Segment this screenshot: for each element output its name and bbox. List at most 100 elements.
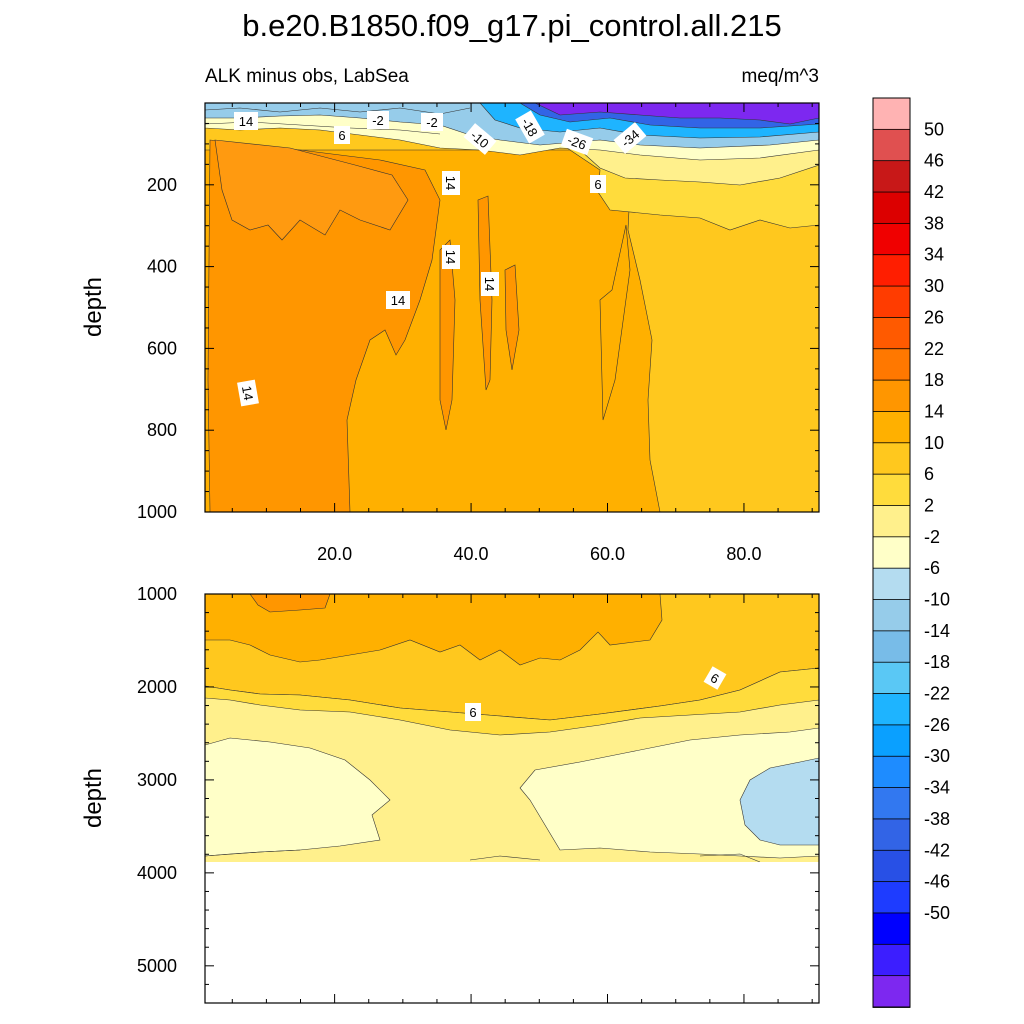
colorbar-label: -46 [924, 872, 950, 892]
colorbar-label: 42 [924, 182, 944, 202]
fill-minus6-to-minus2 [739, 757, 819, 846]
colorbar-label: -22 [924, 684, 950, 704]
contour-label: -2 [372, 113, 384, 128]
colorbar-swatch [872, 849, 911, 883]
upper-axis-ticks: 200 400 600 800 1000 20.0 40.0 60.0 80.0 [137, 103, 819, 564]
colorbar-label: 50 [924, 119, 944, 139]
colorbar-swatch [872, 599, 911, 632]
fill-10-to-14-tongue [599, 224, 631, 421]
colorbar-swatch [872, 379, 911, 413]
colorbar-label: -30 [924, 746, 950, 766]
colorbar-label: 6 [924, 464, 934, 484]
chart-title: b.e20.B1850.f09_g17.pi_control.all.215 [242, 8, 782, 43]
fill-surface-purple [534, 103, 819, 125]
contour-label: 6 [594, 177, 601, 192]
fill-10-to-14 [205, 594, 663, 666]
y-tick-label: 1000 [137, 584, 177, 604]
colorbar-swatch [872, 97, 911, 131]
colorbar-swatch [872, 630, 911, 664]
colorbar-frame [872, 97, 911, 1008]
fill-18-to-22 [214, 139, 409, 241]
colorbar-swatch [872, 254, 911, 287]
contour-label: -2 [426, 115, 438, 130]
y-tick-label: 1000 [137, 502, 177, 522]
chart-units: meq/m^3 [741, 66, 819, 87]
colorbar-swatch [872, 567, 911, 601]
colorbar-swatch [872, 693, 911, 726]
contour-label: -26 [565, 132, 588, 153]
colorbar-swatch [872, 787, 911, 820]
chart-subtitle: ALK minus obs, LabSea [205, 66, 409, 87]
colorbar-label: -50 [924, 903, 950, 923]
colorbar-label: -34 [924, 778, 950, 798]
fill-14-to-18 [249, 594, 331, 613]
contour-label: 14 [443, 250, 458, 264]
y-tick-label: 4000 [137, 863, 177, 883]
contour-label: 14 [239, 385, 256, 402]
y-tick-label: 200 [147, 175, 177, 195]
colorbar-swatch [872, 755, 911, 789]
contour-label: 14 [239, 114, 253, 129]
y-tick-label: 400 [147, 257, 177, 277]
colorbar-swatch [872, 975, 911, 1008]
y-tick-label: 600 [147, 338, 177, 358]
colorbar-label: -38 [924, 809, 950, 829]
missing-data-area [205, 862, 819, 1003]
colorbar-swatch [872, 661, 911, 695]
colorbar-swatch [872, 473, 911, 507]
colorbar-swatch [872, 191, 911, 225]
fill-14-to-18 [207, 139, 441, 512]
colorbar-label: 26 [924, 307, 944, 327]
colorbar-label: -14 [924, 621, 950, 641]
colorbar-label: 10 [924, 433, 944, 453]
colorbar-label: 34 [924, 245, 944, 265]
colorbar-swatch [872, 222, 911, 256]
colorbar-swatch [872, 881, 911, 914]
lower-y-axis-label: depth [80, 768, 107, 828]
y-tick-label: 2000 [137, 677, 177, 697]
contour-label: 6 [469, 705, 476, 720]
contour-label: 14 [443, 176, 458, 190]
x-tick-label: 40.0 [454, 544, 489, 564]
colorbar-swatch [872, 505, 911, 538]
colorbar-label: -2 [924, 527, 940, 547]
colorbar-swatch [872, 442, 911, 476]
colorbar: 50 46 42 38 34 30 26 22 18 14 10 6 2 -2 -6 -10 -14 -18 -22… [872, 97, 950, 1008]
colorbar-swatch [872, 724, 911, 758]
fill-2-to-6-band [205, 667, 819, 736]
colorbar-swatch [872, 818, 911, 852]
x-tick-label: 60.0 [590, 544, 625, 564]
colorbar-swatch [872, 160, 911, 193]
colorbar-swatch [872, 411, 911, 444]
lower-axis-ticks: 1000 2000 3000 4000 5000 [137, 584, 819, 1003]
colorbar-label: -10 [924, 590, 950, 610]
colorbar-label: 22 [924, 339, 944, 359]
x-tick-label: 80.0 [726, 544, 761, 564]
colorbar-swatch [872, 912, 911, 946]
colorbar-label: 18 [924, 370, 944, 390]
upper-contour-plot [205, 103, 819, 512]
colorbar-label: -6 [924, 558, 940, 578]
colorbar-swatch [872, 285, 911, 319]
fill-minus2-to-2-east [519, 727, 819, 859]
colorbar-label: 30 [924, 276, 944, 296]
x-tick-label: 20.0 [317, 544, 352, 564]
y-tick-label: 3000 [137, 770, 177, 790]
colorbar-swatch [872, 348, 911, 382]
colorbar-label: 38 [924, 213, 944, 233]
lower-contour-plot [205, 594, 819, 863]
colorbar-label: 14 [924, 401, 944, 421]
colorbar-swatch [872, 536, 911, 570]
colorbar-swatch [872, 317, 911, 350]
colorbar-label: -26 [924, 715, 950, 735]
contour-label: 14 [482, 277, 497, 291]
contour-line-bottom [205, 849, 761, 863]
y-tick-label: 800 [147, 420, 177, 440]
fill-14-to-18-strip-c [504, 264, 520, 371]
colorbar-swatch [872, 943, 911, 977]
fill-14-to-18-strip-a [439, 239, 456, 431]
upper-contour-labels: 14 6 -2 -2 -10 -18 -26 -34 6 14 14 14 14… [234, 110, 647, 407]
colorbar-swatch [872, 128, 911, 162]
lower-contour-labels: 6 6 [465, 666, 727, 721]
